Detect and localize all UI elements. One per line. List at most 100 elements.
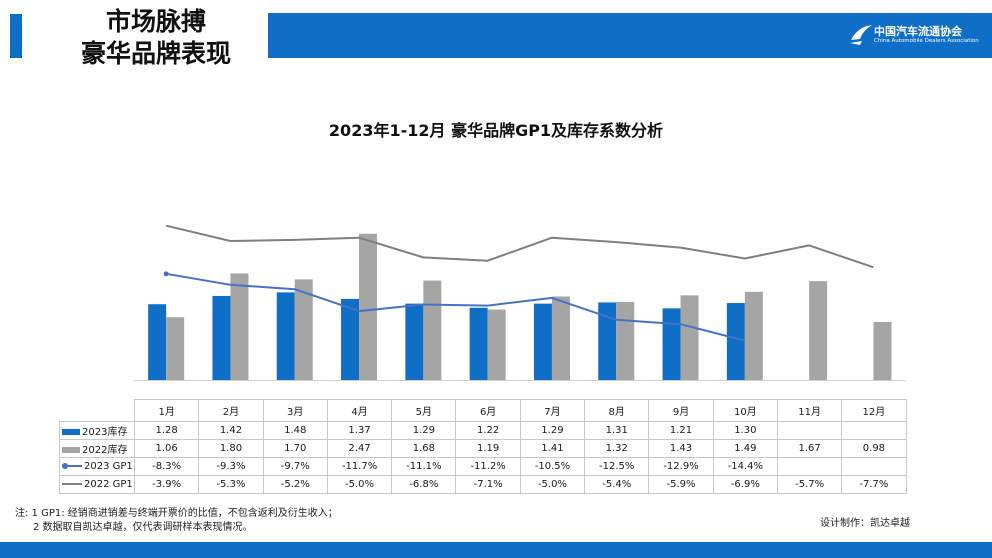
- data-label: -9.3%: [198, 457, 264, 476]
- table-row: 2022 GP1 -3.9% -5.3% -5.2% -5.0% -6.8% -7.1% -5…: [59, 475, 907, 494]
- data-label: -12.9%: [648, 457, 714, 476]
- x-tick-label: 8月: [584, 399, 650, 422]
- data-label: -5.3%: [198, 475, 264, 494]
- bar-2022-inventory: [551, 296, 570, 380]
- x-tick-label: 6月: [455, 399, 521, 422]
- data-label: [841, 457, 907, 476]
- data-label: -5.2%: [262, 475, 328, 494]
- data-label: -9.7%: [262, 457, 328, 476]
- footer-band: [0, 542, 992, 558]
- data-label: 1.31: [584, 421, 650, 440]
- x-tick-label: 9月: [648, 399, 714, 422]
- legend-entry: 2022 GP1: [59, 475, 135, 494]
- page-title-line-1: 市场脉搏: [105, 7, 206, 36]
- bar-2022-inventory: [744, 291, 763, 380]
- footnote-line-1: 注: 1 GP1: 经销商进销差与终端开票价的比值，不包含返利及衍生收入；: [15, 508, 338, 519]
- bar-2023-inventory: [726, 303, 745, 380]
- legend-swatch-line: [62, 480, 82, 488]
- data-label: 1.68: [391, 439, 457, 458]
- x-tick-label: 3月: [262, 399, 328, 422]
- legend-label: 2023 GP1: [84, 461, 133, 472]
- header-band: [268, 13, 992, 58]
- data-table: 1月 2月 3月 4月 5月 6月 7月 8月 9月 10月 11月 12月 2023库存 1.28 1.4…: [59, 399, 907, 494]
- x-tick-label: 7月: [519, 399, 586, 422]
- legend-swatch-bar: [62, 429, 80, 435]
- x-tick-label: 11月: [776, 399, 843, 422]
- data-label: -5.4%: [584, 475, 650, 494]
- data-label: -5.7%: [776, 475, 843, 494]
- table-row: 2023库存 1.28 1.42 1.48 1.37 1.29 1.22 1.29 1.31 1.…: [59, 421, 907, 440]
- x-tick-label: 2月: [198, 399, 264, 422]
- data-label: 1.37: [326, 421, 393, 440]
- data-label: 1.32: [584, 439, 650, 458]
- bar-2022-inventory: [166, 317, 185, 380]
- data-label: -12.5%: [584, 457, 650, 476]
- data-label: -14.4%: [712, 457, 778, 476]
- data-label: -11.7%: [326, 457, 393, 476]
- data-label: -8.3%: [133, 457, 200, 476]
- bar-2022-inventory: [487, 309, 506, 380]
- logo-text-en: China Automobile Dealers Association: [874, 38, 979, 44]
- data-label: -6.8%: [391, 475, 457, 494]
- legend-swatch-line: [62, 462, 82, 470]
- legend-entry: 2022库存: [59, 439, 135, 458]
- legend-label: 2022 GP1: [84, 479, 133, 490]
- design-credit: 设计制作：凯达卓越: [820, 518, 910, 529]
- bar-2023-inventory: [276, 292, 295, 380]
- data-label: 1.06: [133, 439, 200, 458]
- bar-2022-inventory: [809, 281, 828, 380]
- bar-2023-inventory: [662, 308, 681, 380]
- data-label: 2.47: [326, 439, 393, 458]
- table-header-row: 1月 2月 3月 4月 5月 6月 7月 8月 9月 10月 11月 12月: [59, 399, 907, 422]
- x-tick-label: 5月: [391, 399, 457, 422]
- data-label: 1.29: [391, 421, 457, 440]
- data-label: -7.1%: [455, 475, 521, 494]
- data-label: -3.9%: [133, 475, 200, 494]
- data-label: -10.5%: [519, 457, 586, 476]
- x-tick-label: 1月: [133, 399, 200, 422]
- data-label: [776, 457, 843, 476]
- bar-2023-inventory: [212, 295, 231, 380]
- bar-2022-inventory: [616, 301, 635, 380]
- bar-2023-inventory: [405, 303, 424, 380]
- data-label: -7.7%: [841, 475, 907, 494]
- logo-text-cn: 中国汽车流通协会: [874, 25, 962, 38]
- page-title: 市场脉搏 豪华品牌表现: [40, 6, 272, 70]
- cada-logo-icon: [850, 25, 872, 45]
- bar-2023-inventory: [148, 304, 167, 380]
- data-label: 1.80: [198, 439, 264, 458]
- x-tick-label: 12月: [841, 399, 907, 422]
- data-label: 1.70: [262, 439, 328, 458]
- legend-entry: 2023 GP1: [59, 457, 135, 476]
- bar-2023-inventory: [533, 303, 552, 380]
- data-label: -6.9%: [712, 475, 778, 494]
- table-row: 2022库存 1.06 1.80 1.70 2.47 1.68 1.19 1.41 1.32 1.…: [59, 439, 907, 458]
- chart-title: 2023年1-12月 豪华品牌GP1及库存系数分析: [328, 121, 664, 140]
- bar-2023-inventory: [341, 298, 360, 380]
- x-tick-label: 10月: [712, 399, 778, 422]
- bar-2022-inventory: [680, 295, 699, 380]
- data-label: 1.41: [519, 439, 586, 458]
- data-label: [776, 421, 843, 440]
- data-label: 1.48: [262, 421, 328, 440]
- data-label: -5.0%: [519, 475, 586, 494]
- legend-entry: 2023库存: [59, 421, 135, 440]
- x-tick-label: 4月: [326, 399, 393, 422]
- header-accent-bar: [10, 14, 22, 58]
- data-label: -11.1%: [391, 457, 457, 476]
- data-label: 1.21: [648, 421, 714, 440]
- bar-2023-inventory: [469, 307, 488, 380]
- data-label: 1.22: [455, 421, 521, 440]
- line-2023-gp1-marker: [163, 271, 169, 277]
- data-label: -5.0%: [326, 475, 393, 494]
- data-label: 1.19: [455, 439, 521, 458]
- data-label: 1.43: [648, 439, 714, 458]
- data-label: 1.67: [776, 439, 843, 458]
- bar-2022-inventory: [359, 233, 378, 380]
- page-title-line-2: 豪华品牌表现: [80, 39, 231, 68]
- legend-label: 2022库存: [82, 445, 128, 456]
- data-label: -5.9%: [648, 475, 714, 494]
- bar-2022-inventory: [873, 321, 892, 380]
- data-label: 1.30: [712, 421, 778, 440]
- data-label: 1.42: [198, 421, 264, 440]
